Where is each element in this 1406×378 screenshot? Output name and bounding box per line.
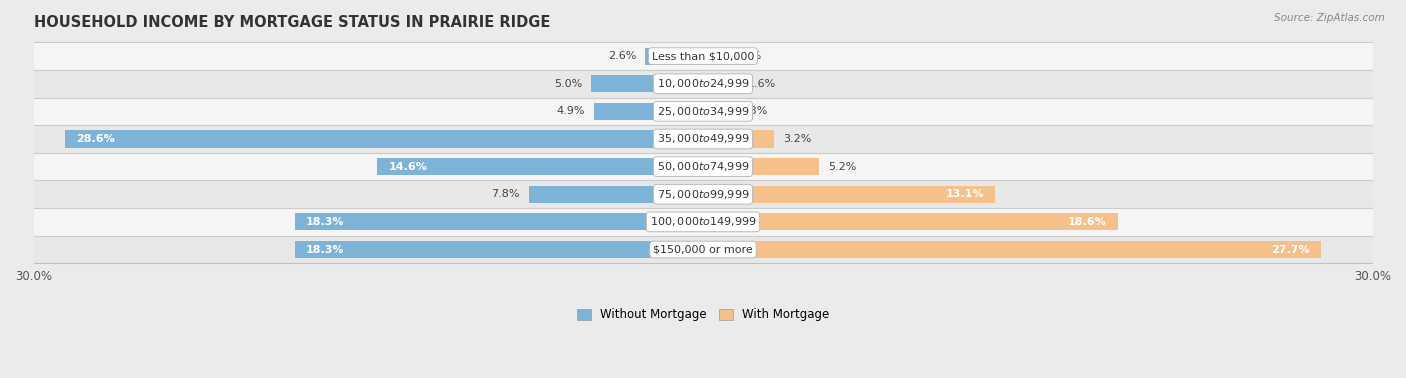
Bar [593, 103, 703, 120]
Bar [0, 236, 1406, 263]
Text: 4.9%: 4.9% [557, 106, 585, 116]
Legend: Without Mortgage, With Mortgage: Without Mortgage, With Mortgage [576, 308, 830, 322]
Bar [0, 98, 1406, 125]
Text: 14.6%: 14.6% [388, 162, 427, 172]
Bar [703, 103, 724, 120]
Bar [0, 153, 1406, 180]
Bar [0, 180, 1406, 208]
Bar [295, 241, 703, 258]
Text: $100,000 to $149,999: $100,000 to $149,999 [650, 215, 756, 228]
Text: $25,000 to $34,999: $25,000 to $34,999 [657, 105, 749, 118]
Text: 7.8%: 7.8% [492, 189, 520, 199]
Text: 0.93%: 0.93% [733, 106, 768, 116]
Bar [0, 70, 1406, 98]
Bar [703, 158, 820, 175]
Text: 28.6%: 28.6% [76, 134, 115, 144]
Text: Less than $10,000: Less than $10,000 [652, 51, 754, 61]
Bar [592, 75, 703, 92]
Text: $10,000 to $24,999: $10,000 to $24,999 [657, 77, 749, 90]
Text: 13.1%: 13.1% [946, 189, 984, 199]
Bar [703, 48, 717, 65]
Text: 18.6%: 18.6% [1069, 217, 1107, 227]
Bar [295, 213, 703, 231]
Text: 0.63%: 0.63% [725, 51, 761, 61]
Text: 5.2%: 5.2% [828, 162, 856, 172]
Bar [0, 42, 1406, 70]
Text: 1.6%: 1.6% [748, 79, 776, 89]
Text: $35,000 to $49,999: $35,000 to $49,999 [657, 133, 749, 146]
Text: HOUSEHOLD INCOME BY MORTGAGE STATUS IN PRAIRIE RIDGE: HOUSEHOLD INCOME BY MORTGAGE STATUS IN P… [34, 15, 550, 30]
Bar [65, 130, 703, 147]
Bar [377, 158, 703, 175]
Bar [0, 125, 1406, 153]
Text: 27.7%: 27.7% [1271, 245, 1310, 254]
Text: 3.2%: 3.2% [783, 134, 811, 144]
Bar [529, 186, 703, 203]
Bar [0, 208, 1406, 236]
Text: 18.3%: 18.3% [305, 217, 344, 227]
Bar [645, 48, 703, 65]
Text: $150,000 or more: $150,000 or more [654, 245, 752, 254]
Bar [703, 213, 1118, 231]
Bar [703, 130, 775, 147]
Text: 2.6%: 2.6% [607, 51, 636, 61]
Text: $75,000 to $99,999: $75,000 to $99,999 [657, 188, 749, 201]
Text: $50,000 to $74,999: $50,000 to $74,999 [657, 160, 749, 173]
Bar [703, 75, 738, 92]
Text: Source: ZipAtlas.com: Source: ZipAtlas.com [1274, 13, 1385, 23]
Bar [703, 241, 1322, 258]
Text: 5.0%: 5.0% [554, 79, 582, 89]
Text: 18.3%: 18.3% [305, 245, 344, 254]
Bar [703, 186, 995, 203]
